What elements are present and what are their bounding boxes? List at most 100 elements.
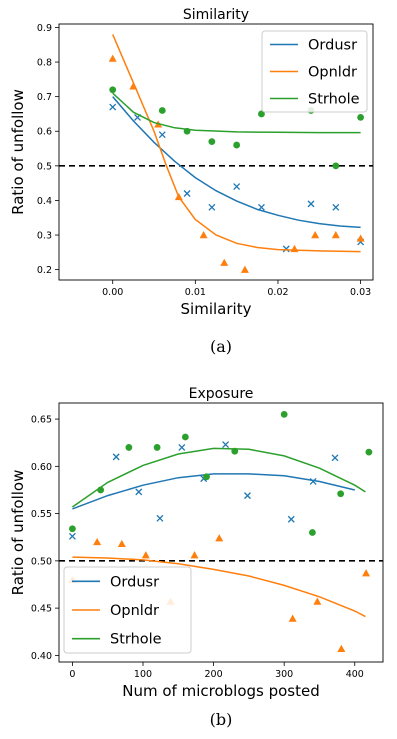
data-point-strhole [332,162,340,170]
legend-label: Ordusr [308,38,357,54]
fit-line-strhole [112,92,361,134]
data-point-opnldr [311,231,320,239]
fit-line-opnldr [72,556,366,618]
legend-label: Opnldr [308,65,357,81]
data-point-strhole [280,410,288,418]
fit-line-opnldr [112,34,361,253]
data-point-strhole [109,86,117,94]
figure-caption: (a) [210,337,232,356]
data-point-strhole [365,448,373,456]
chart-panel-2: Exposure 0.40 0.45 0.50 0.55 0.60 0.65 0 100 200 3… [9,386,384,729]
data-point-strhole [97,486,105,494]
y-axis-label: Ratio of unfollow [9,470,27,596]
data-point-opnldr [288,614,297,622]
data-point-ordusr [282,245,290,253]
x-tick-label: 0 [69,669,75,680]
data-point-opnldr [129,82,138,90]
y-tick-label: 0.40 [31,651,52,662]
data-point-ordusr [257,203,265,211]
data-point-opnldr [215,534,224,542]
x-tick-label: 0.01 [185,287,206,298]
x-tick-label: 0.02 [267,287,288,298]
data-point-opnldr [313,597,322,605]
plot-frame [58,23,374,281]
data-point-ordusr [287,515,295,523]
data-point-ordusr [156,514,164,522]
chart-title: Exposure [189,386,254,402]
legend-label: Opnldr [110,603,159,619]
x-axis-label: Num of microblogs posted [122,682,320,700]
legend: Ordusr Opnldr Strhole [261,30,368,113]
data-point-ordusr [222,441,230,449]
legend: Ordusr Opnldr Strhole [63,566,192,654]
data-point-ordusr [233,183,241,191]
y-tick-label: 0.3 [37,231,52,242]
data-point-ordusr [135,488,143,496]
data-point-opnldr [141,551,150,559]
data-point-strhole [233,141,241,149]
data-point-ordusr [158,131,166,139]
figure-caption: (b) [210,710,233,729]
legend-label: Strhole [308,92,360,108]
y-tick-label: 0.65 [31,415,52,426]
x-tick-label: 200 [205,669,223,680]
y-tick-label: 0.9 [37,23,52,34]
y-tick-label: 0.2 [37,265,52,276]
data-point-strhole [309,529,316,536]
legend-label: Strhole [110,632,162,648]
data-point-strhole [208,138,216,146]
data-point-ordusr [244,492,251,500]
data-point-ordusr [183,190,191,197]
data-point-strhole [231,447,239,455]
data-point-strhole [158,107,166,114]
y-tick-label: 0.6 [37,127,52,138]
data-point-ordusr [68,532,76,540]
data-point-opnldr [190,551,199,559]
data-point-strhole [181,433,189,441]
data-point-opnldr [356,234,365,242]
y-tick-label: 0.45 [31,604,52,615]
data-point-strhole [153,444,161,451]
y-tick-label: 0.4 [37,196,52,207]
legend-box [63,566,192,654]
data-point-opnldr [93,537,102,546]
x-tick-label: 100 [134,669,152,680]
y-tick-label: 0.55 [31,509,52,520]
chart-panel-1: Similarity 0.2 0.3 0.4 0.5 0.6 0.7 0.8 0.9 0.00 0.… [9,7,374,356]
data-point-opnldr [362,569,371,577]
legend-box [261,30,368,113]
data-point-strhole [183,127,191,135]
fit-line-ordusr [72,473,355,510]
x-tick-label: 0.03 [350,287,371,298]
data-point-opnldr [331,231,340,239]
fit-line-strhole [71,447,366,508]
data-point-strhole [69,525,76,533]
data-point-opnldr [240,265,249,273]
y-tick-label: 0.8 [37,58,52,69]
chart-title: Similarity [183,7,249,23]
x-tick-label: 0.00 [102,287,123,298]
data-point-ordusr [178,443,186,451]
fit-line-ordusr [112,96,361,229]
x-axis-label: Similarity [181,300,252,318]
data-point-ordusr [332,203,340,211]
data-point-opnldr [337,644,346,652]
y-tick-label: 0.50 [31,556,52,567]
data-point-ordusr [309,477,317,485]
data-point-opnldr [117,539,126,548]
data-point-strhole [125,444,133,451]
legend-label: Ordusr [110,574,159,590]
data-point-strhole [203,473,210,481]
data-point-opnldr [220,258,229,266]
x-tick-label: 400 [346,669,364,680]
data-point-opnldr [290,244,299,253]
data-point-ordusr [109,103,117,111]
data-point-ordusr [208,203,216,211]
data-point-opnldr [108,54,117,62]
x-tick-label: 300 [275,669,293,680]
data-point-ordusr [112,453,120,461]
y-tick-label: 0.5 [37,161,52,172]
data-point-strhole [357,114,365,121]
data-point-opnldr [174,192,183,201]
